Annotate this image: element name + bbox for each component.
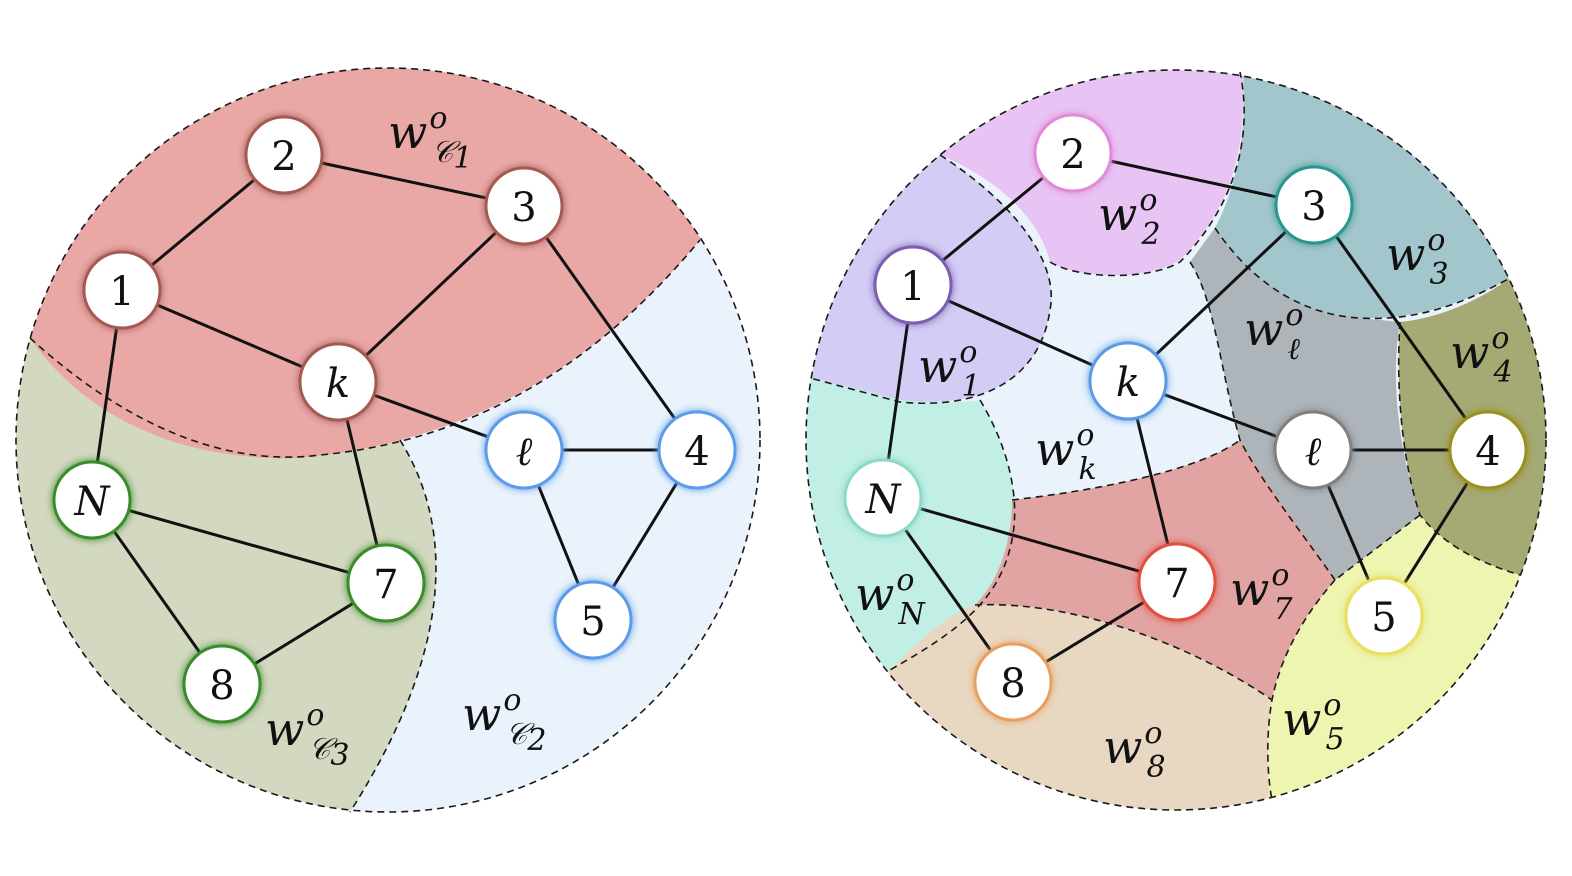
right-region-borders	[809, 71, 1521, 801]
left-node-N: N	[52, 460, 132, 540]
left-edge-2-3	[283, 153, 525, 208]
region-8-tan	[806, 604, 1272, 810]
left-node-label-1: 1	[109, 269, 134, 315]
right-node-label-5: 5	[1371, 595, 1396, 641]
right-node-label-l: ℓ	[1305, 429, 1322, 475]
right-node-5: 5	[1344, 576, 1424, 656]
right-node-circle-3	[1274, 165, 1354, 245]
right-edge-N-7	[882, 496, 1178, 584]
right-node-k: k	[1088, 341, 1168, 421]
right-node-circle-4	[1448, 410, 1528, 490]
right-node-circle-1	[873, 245, 953, 325]
left-node-5: 5	[553, 580, 633, 660]
right-weight-label-0: wo 2	[1098, 183, 1161, 252]
left-nodes: 1 2 3 k ℓ 4 5 N 7 8	[52, 115, 737, 724]
left-node-8: 8	[182, 644, 262, 724]
left-node-circle-2	[244, 115, 324, 195]
left-node-l: ℓ	[484, 410, 564, 490]
right-weight-label-6: wo N	[855, 563, 926, 632]
right-weight-label-7: wo 7	[1230, 558, 1293, 627]
left-node-3: 3	[484, 166, 564, 246]
right-node-circle-k	[1088, 341, 1168, 421]
left-region-borders	[29, 239, 701, 813]
left-node-7: 7	[346, 543, 426, 623]
left-node-label-k: k	[326, 361, 350, 407]
right-weight-label-9: wo 8	[1103, 716, 1166, 785]
right-node-1: 1	[873, 245, 953, 325]
left-node-circle-l	[484, 410, 564, 490]
right-node-label-8: 8	[1000, 661, 1025, 707]
right-node-4: 4	[1448, 410, 1528, 490]
right-node-circle-2	[1033, 113, 1113, 193]
right-node-label-k: k	[1116, 360, 1140, 406]
left-node-4: 4	[657, 410, 737, 490]
left-weight-label-2: wo 𝒞3	[265, 698, 349, 773]
left-outer-boundary	[15, 67, 761, 813]
right-weight-label-8: wo 5	[1282, 688, 1345, 757]
right-edge-2-3	[1072, 151, 1315, 207]
left-node-k: k	[298, 342, 378, 422]
right-node-circle-5	[1344, 576, 1424, 656]
left-node-2: 2	[244, 115, 324, 195]
left-node-circle-8	[182, 644, 262, 724]
left-node-circle-3	[484, 166, 564, 246]
right-node-3: 3	[1274, 165, 1354, 245]
left-node-label-5: 5	[580, 599, 605, 645]
left-edge-N-7	[91, 498, 387, 585]
region-l-gray	[1190, 228, 1421, 580]
right-node-2: 2	[1033, 113, 1113, 193]
left-node-circle-k	[298, 342, 378, 422]
right-node-8: 8	[973, 642, 1053, 722]
right-node-circle-7	[1137, 542, 1217, 622]
left-node-circle-N	[52, 460, 132, 540]
left-edge-3-4	[522, 205, 699, 451]
left-node-circle-5	[553, 580, 633, 660]
left-node-label-l: ℓ	[516, 429, 533, 475]
right-weight-label-1: wo 3	[1386, 223, 1449, 292]
right-outer-boundary	[805, 69, 1547, 811]
right-edge-3-k	[1126, 203, 1316, 383]
left-node-label-7: 7	[373, 562, 398, 608]
right-weight-label-2: wo 1	[918, 335, 981, 404]
left-weight-label-1: wo 𝒞2	[462, 683, 546, 758]
left-node-1: 1	[82, 250, 162, 330]
left-weight-labels: wo 𝒞1 wo 𝒞2 wo 𝒞3	[265, 101, 546, 773]
right-node-label-2: 2	[1060, 132, 1085, 178]
left-edge-3-k	[336, 204, 526, 384]
right-edge-3-4	[1312, 204, 1490, 451]
right-weight-label-3: wo ℓ	[1244, 298, 1303, 367]
right-node-label-1: 1	[900, 264, 925, 310]
left-node-circle-1	[82, 250, 162, 330]
left-node-circle-4	[657, 410, 737, 490]
left-node-label-2: 2	[271, 134, 296, 180]
right-weight-label-4: wo 4	[1450, 321, 1513, 390]
right-node-circle-l	[1273, 410, 1353, 490]
right-node-label-3: 3	[1301, 184, 1326, 230]
right-node-label-N: N	[865, 477, 903, 523]
right-node-label-4: 4	[1475, 429, 1500, 475]
right-weight-label-5: wo k	[1035, 418, 1097, 487]
left-node-label-8: 8	[209, 663, 234, 709]
right-nodes: 1 2 3 k ℓ 4 5 N 7 8	[843, 113, 1528, 722]
left-node-label-3: 3	[511, 185, 536, 231]
right-weight-labels: wo 2 wo 3 wo 1 wo ℓ wo 4 wo k wo N wo 7 wo 5 wo 8	[855, 183, 1513, 785]
right-node-circle-N	[843, 458, 923, 538]
left-node-label-N: N	[74, 479, 112, 525]
left-node-label-4: 4	[684, 429, 709, 475]
right-node-l: ℓ	[1273, 410, 1353, 490]
right-node-7: 7	[1137, 542, 1217, 622]
left-node-circle-7	[346, 543, 426, 623]
left-weight-label-0: wo 𝒞1	[388, 101, 472, 176]
right-node-circle-8	[973, 642, 1053, 722]
right-node-label-7: 7	[1164, 561, 1189, 607]
right-node-N: N	[843, 458, 923, 538]
